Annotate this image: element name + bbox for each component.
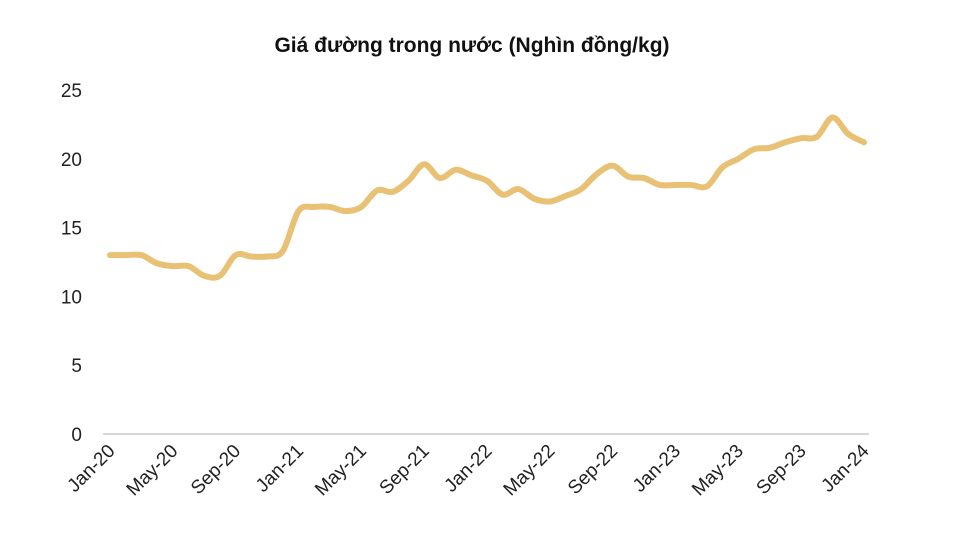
data-point bbox=[186, 263, 192, 269]
data-point bbox=[688, 182, 694, 188]
data-point bbox=[751, 146, 757, 152]
data-point bbox=[107, 252, 113, 258]
data-point bbox=[641, 175, 647, 181]
data-point bbox=[594, 171, 600, 177]
data-point bbox=[704, 183, 710, 189]
data-point bbox=[327, 204, 333, 210]
x-tick-label: Jan-23 bbox=[629, 441, 685, 497]
x-tick-label: Sep-23 bbox=[753, 441, 811, 499]
data-point bbox=[280, 248, 286, 254]
x-tick-label: Jan-24 bbox=[818, 440, 874, 496]
data-point bbox=[767, 145, 773, 151]
data-point bbox=[217, 273, 223, 279]
data-point bbox=[484, 178, 490, 184]
data-point bbox=[154, 260, 160, 266]
data-point bbox=[735, 156, 741, 162]
y-axis: 0 5 10 15 20 25 bbox=[61, 81, 82, 446]
y-tick-label: 25 bbox=[61, 81, 82, 102]
data-point bbox=[814, 134, 820, 140]
data-point bbox=[390, 189, 396, 195]
data-point bbox=[421, 161, 427, 167]
y-tick-label: 5 bbox=[71, 356, 82, 377]
data-point bbox=[358, 204, 364, 210]
data-point bbox=[296, 208, 302, 214]
x-tick-label: Sep-20 bbox=[187, 441, 245, 499]
data-point bbox=[547, 198, 553, 204]
data-point bbox=[515, 186, 521, 192]
data-point bbox=[311, 204, 317, 210]
data-point bbox=[625, 174, 631, 180]
series-group bbox=[107, 114, 867, 281]
x-tick-label: May-22 bbox=[500, 441, 560, 501]
data-point bbox=[405, 178, 411, 184]
y-tick-label: 0 bbox=[71, 425, 82, 446]
x-tick-label: May-21 bbox=[311, 441, 371, 501]
data-point bbox=[453, 167, 459, 173]
data-point bbox=[248, 254, 254, 260]
data-point bbox=[374, 187, 380, 193]
y-tick-label: 10 bbox=[61, 287, 82, 308]
data-point bbox=[468, 172, 474, 178]
data-point bbox=[578, 186, 584, 192]
x-tick-label: Jan-21 bbox=[252, 441, 308, 497]
y-tick-label: 15 bbox=[61, 219, 82, 240]
data-point bbox=[264, 254, 270, 260]
data-point bbox=[610, 163, 616, 169]
data-point bbox=[720, 164, 726, 170]
chart-title: Giá đường trong nước (Nghìn đồng/kg) bbox=[274, 34, 669, 57]
data-point bbox=[201, 273, 207, 279]
data-point bbox=[437, 175, 443, 181]
data-point bbox=[861, 139, 867, 145]
data-point bbox=[673, 182, 679, 188]
x-tick-label: May-23 bbox=[688, 441, 748, 501]
data-point bbox=[830, 115, 836, 121]
y-tick-label: 20 bbox=[61, 150, 82, 171]
x-axis: Jan-20 May-20 Sep-20 Jan-21 May-21 Sep-21 Jan-… bbox=[64, 433, 874, 501]
data-point bbox=[563, 193, 569, 199]
data-point bbox=[845, 131, 851, 137]
data-point bbox=[170, 263, 176, 269]
x-tick-label: Jan-22 bbox=[441, 441, 497, 497]
data-point bbox=[500, 192, 506, 198]
data-point bbox=[343, 208, 349, 214]
data-point bbox=[123, 252, 129, 258]
data-point bbox=[782, 139, 788, 145]
data-point bbox=[138, 252, 144, 258]
x-tick-label: Sep-22 bbox=[564, 441, 622, 499]
series-line bbox=[107, 114, 867, 281]
x-tick-label: Sep-21 bbox=[376, 441, 434, 499]
x-tick-label: Jan-20 bbox=[64, 441, 120, 497]
data-point bbox=[798, 135, 804, 141]
data-point bbox=[657, 182, 663, 188]
data-point bbox=[233, 252, 239, 258]
x-tick-label: May-20 bbox=[123, 441, 183, 501]
data-point bbox=[531, 196, 537, 202]
